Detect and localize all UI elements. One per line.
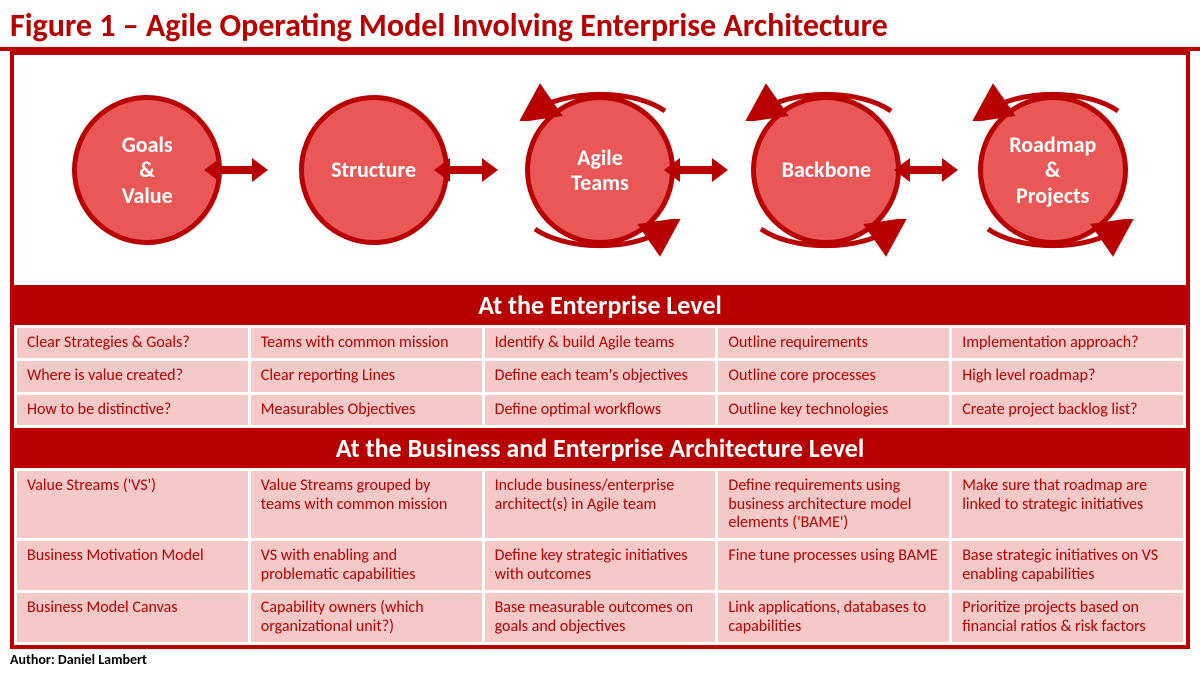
circle-backbone: Backbone [751, 95, 901, 245]
table-row: Where is value created? Clear reporting … [17, 361, 1183, 391]
cell: Base measurable outcomes on goals and ob… [485, 593, 716, 642]
connector-shaft [680, 166, 712, 174]
cell: Create project backlog list? [952, 395, 1183, 425]
connector-2 [434, 158, 498, 182]
cell: Make sure that roadmap are linked to str… [952, 471, 1183, 538]
table-row: Business Motivation Model VS with enabli… [17, 541, 1183, 590]
cell: Clear reporting Lines [251, 361, 482, 391]
cell: Measurables Objectives [251, 395, 482, 425]
table-row: Business Model Canvas Capability owners … [17, 593, 1183, 642]
connector-shaft [910, 166, 942, 174]
arrow-left-icon [434, 158, 450, 182]
arrow-right-icon [942, 158, 958, 182]
cell: Define requirements using business archi… [718, 471, 949, 538]
section-header-enterprise: At the Enterprise Level [14, 285, 1186, 325]
cell: Outline key technologies [718, 395, 949, 425]
cell: Outline core processes [718, 361, 949, 391]
node-roadmap: Roadmap&Projects [963, 65, 1143, 275]
circle-roadmap: Roadmap&Projects [978, 95, 1128, 245]
nodes-row: Goals&Value Structure AgileTea [14, 55, 1186, 285]
cell: Value Streams grouped by teams with comm… [251, 471, 482, 538]
circle-agile: AgileTeams [525, 95, 675, 245]
connector-4 [894, 158, 958, 182]
cell: Define key strategic initiatives with ou… [485, 541, 716, 590]
cell: Teams with common mission [251, 328, 482, 358]
cell: Business Model Canvas [17, 593, 248, 642]
cell: Base strategic initiatives on VS enablin… [952, 541, 1183, 590]
cell: Fine tune processes using BAME [718, 541, 949, 590]
figure-title: Figure 1 – Agile Operating Model Involvi… [0, 0, 1200, 51]
connector-shaft [220, 166, 252, 174]
cell: Include business/enterprise architect(s)… [485, 471, 716, 538]
arrow-right-icon [252, 158, 268, 182]
cell: Business Motivation Model [17, 541, 248, 590]
connector-1 [204, 158, 268, 182]
circle-structure: Structure [299, 95, 449, 245]
table-row: How to be distinctive? Measurables Objec… [17, 395, 1183, 425]
cell: Clear Strategies & Goals? [17, 328, 248, 358]
cell: Identify & build Agile teams [485, 328, 716, 358]
cell: Define optimal workflows [485, 395, 716, 425]
arrow-left-icon [894, 158, 910, 182]
arrow-right-icon [482, 158, 498, 182]
table-row: Clear Strategies & Goals? Teams with com… [17, 328, 1183, 358]
cell: Capability owners (which organizational … [251, 593, 482, 642]
circle-goals: Goals&Value [72, 95, 222, 245]
cell: Where is value created? [17, 361, 248, 391]
cell: VS with enabling and problematic capabil… [251, 541, 482, 590]
cell: Define each team's objectives [485, 361, 716, 391]
author-label: Author: Daniel Lambert [0, 649, 1200, 668]
cell: Outline requirements [718, 328, 949, 358]
cell: How to be distinctive? [17, 395, 248, 425]
cell: Implementation approach? [952, 328, 1183, 358]
cell: Link applications, databases to capabili… [718, 593, 949, 642]
connector-shaft [450, 166, 482, 174]
page: Figure 1 – Agile Operating Model Involvi… [0, 0, 1200, 680]
cell: Value Streams ('VS') [17, 471, 248, 538]
cell: Prioritize projects based on financial r… [952, 593, 1183, 642]
baea-table: Value Streams ('VS') Value Streams group… [14, 468, 1186, 645]
node-backbone: Backbone [736, 65, 916, 275]
node-agile: AgileTeams [510, 65, 690, 275]
arrow-left-icon [664, 158, 680, 182]
connector-3 [664, 158, 728, 182]
section-header-baea: At the Business and Enterprise Architect… [14, 428, 1186, 468]
cell: High level roadmap? [952, 361, 1183, 391]
diagram-frame: Goals&Value Structure AgileTea [10, 51, 1190, 649]
table-row: Value Streams ('VS') Value Streams group… [17, 471, 1183, 538]
arrow-right-icon [712, 158, 728, 182]
arrow-left-icon [204, 158, 220, 182]
enterprise-table: Clear Strategies & Goals? Teams with com… [14, 325, 1186, 428]
